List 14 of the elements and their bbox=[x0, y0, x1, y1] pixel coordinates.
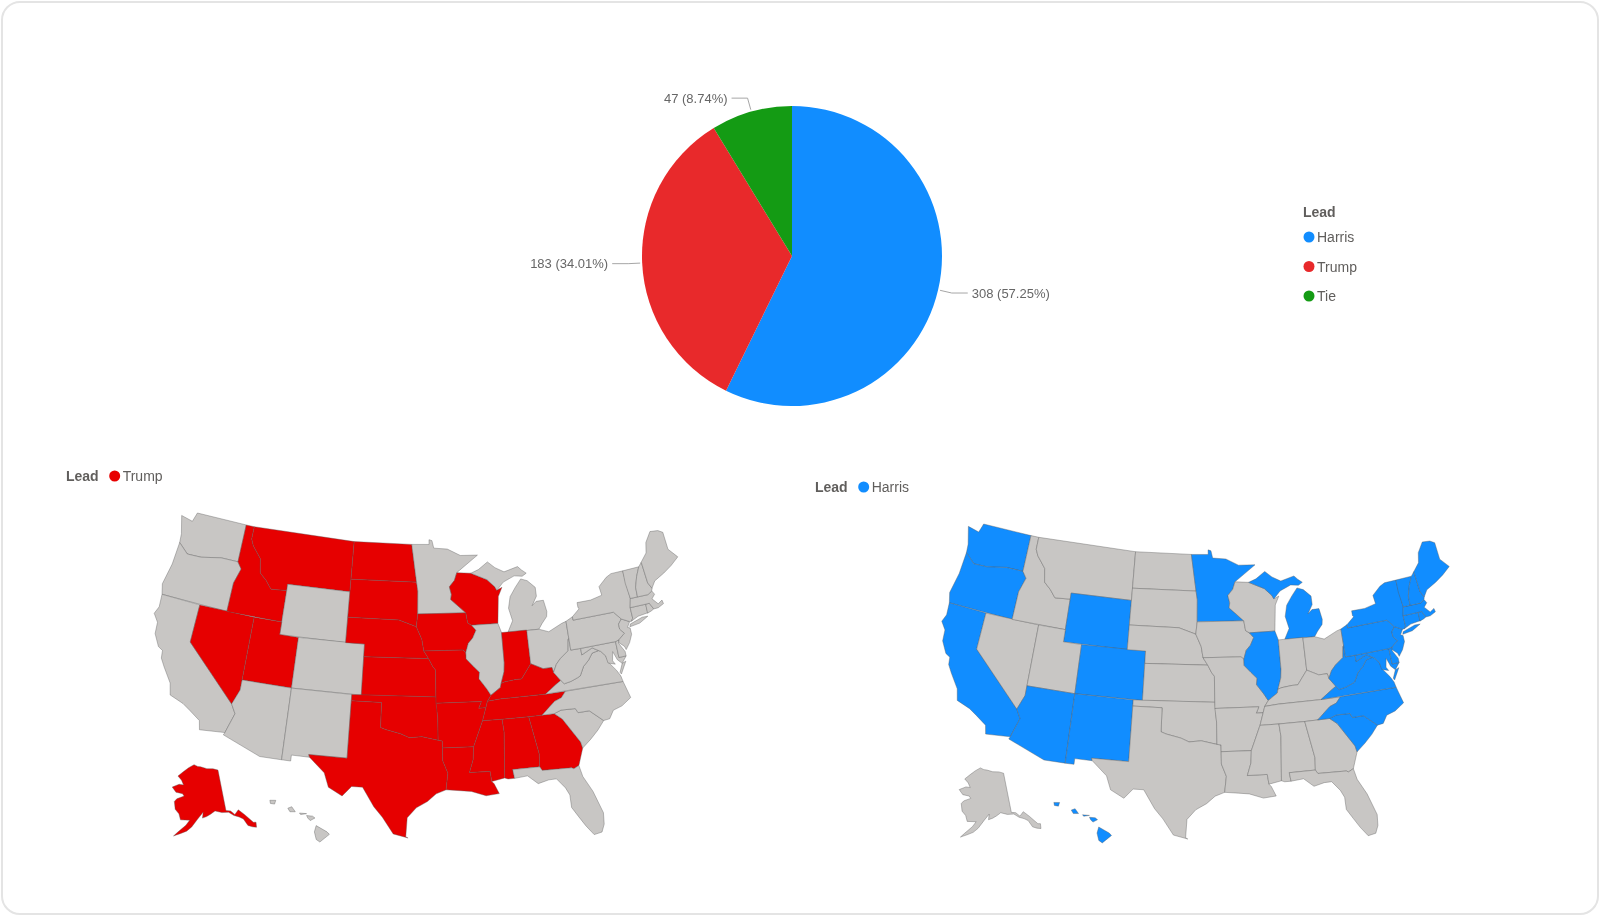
legend-label: Harris bbox=[1317, 229, 1355, 245]
legend-label: Trump bbox=[122, 468, 163, 484]
legend-title: Lead bbox=[1303, 204, 1336, 220]
pie-slice bbox=[726, 106, 942, 406]
legend-label: Tie bbox=[1317, 288, 1337, 304]
pie-slice bbox=[642, 128, 792, 391]
data-label: 47 (8.74%) bbox=[663, 90, 728, 106]
legend-title: Lead bbox=[66, 468, 99, 484]
data-label: 308 (57.25%) bbox=[971, 285, 1050, 301]
pie-slice bbox=[713, 106, 792, 256]
legend-label: Harris bbox=[871, 479, 910, 495]
data-label: 183 (34.01%) bbox=[530, 256, 609, 272]
legend-title: Lead bbox=[815, 479, 848, 495]
legend-label: Trump bbox=[1317, 258, 1358, 275]
